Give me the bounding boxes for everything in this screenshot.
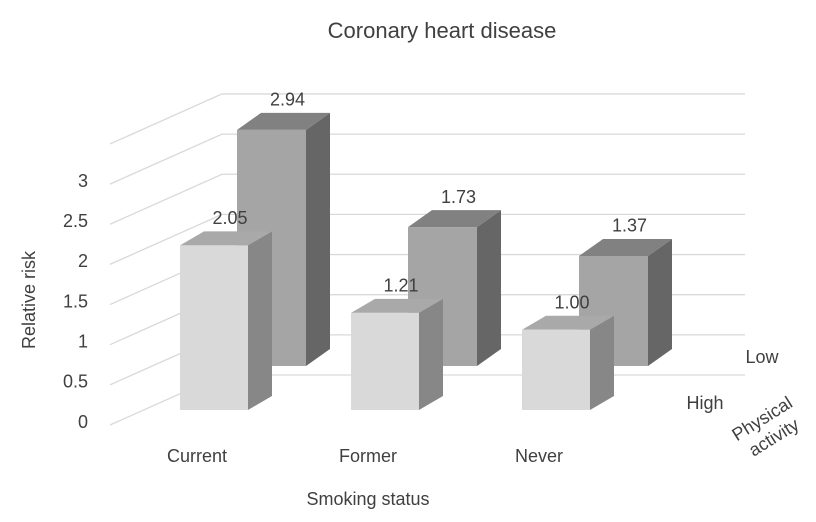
bar	[180, 245, 248, 410]
bar-top	[579, 238, 672, 256]
x-axis-label: Smoking status	[306, 489, 429, 509]
bar-top	[237, 112, 330, 130]
bar-top	[351, 298, 443, 313]
value-label: 1.21	[383, 276, 418, 296]
value-label: 1.37	[612, 216, 647, 236]
depth-tick-label: High	[686, 393, 723, 413]
bar-side	[477, 210, 501, 366]
x-tick-label: Never	[515, 446, 563, 466]
bar-top	[180, 231, 272, 246]
bar-side	[248, 231, 272, 410]
bar-side	[419, 298, 443, 410]
bar-top	[522, 315, 614, 330]
depth-tick-label: Low	[745, 347, 779, 367]
bar	[522, 329, 590, 410]
x-tick-label: Former	[339, 446, 397, 466]
y-axis-label: Relative risk	[19, 250, 39, 349]
y-tick-label: 2.5	[63, 211, 88, 231]
bar	[351, 312, 419, 410]
y-tick-label: 0	[78, 412, 88, 432]
chart-title: Coronary heart disease	[328, 18, 557, 43]
y-tick-label: 1.5	[63, 291, 88, 311]
value-label: 1.73	[441, 187, 476, 207]
grid-line	[109, 133, 745, 185]
y-tick-label: 3	[78, 171, 88, 191]
depth-axis-label: Physicalactivity	[728, 392, 807, 463]
value-label: 2.05	[212, 208, 247, 228]
y-tick-label: 2	[78, 251, 88, 271]
bar-side	[306, 112, 330, 366]
x-tick-label: Current	[167, 446, 227, 466]
bar-side	[590, 315, 614, 410]
grid-line	[109, 173, 745, 225]
y-tick-label: 0.5	[63, 372, 88, 392]
grid-line	[109, 93, 745, 145]
bar-side	[648, 238, 672, 366]
y-tick-label: 1	[78, 331, 88, 351]
grid-line	[109, 213, 745, 265]
bar-top	[408, 210, 501, 228]
value-label: 2.94	[270, 90, 305, 110]
value-label: 1.00	[554, 292, 589, 312]
